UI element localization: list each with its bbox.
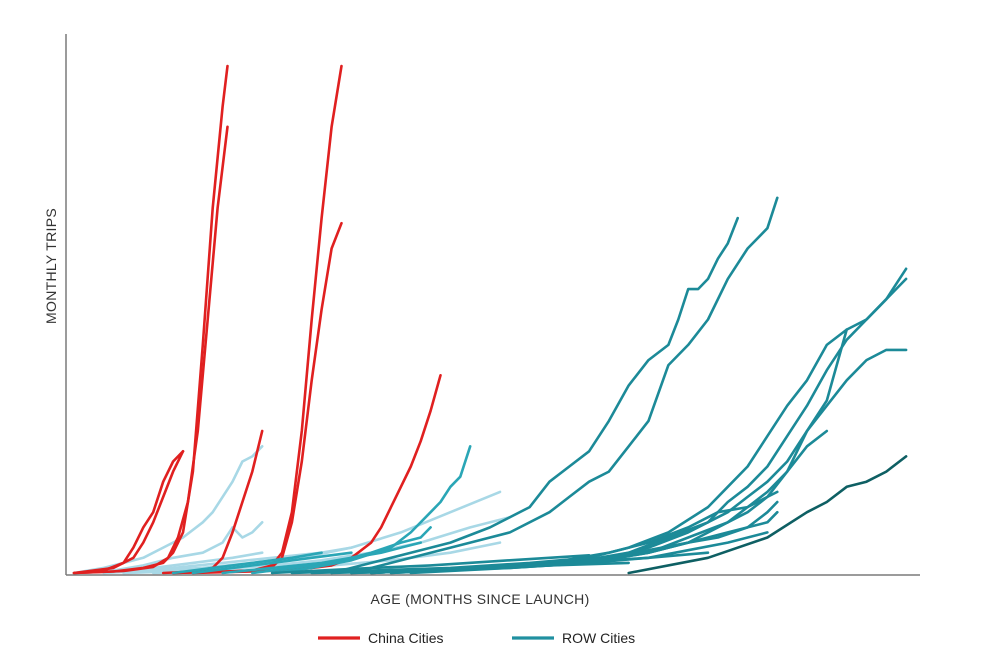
series-line-china-7 xyxy=(191,373,442,575)
series-line-row_light-9 xyxy=(72,520,264,575)
legend-label-1: ROW Cities xyxy=(562,630,635,646)
series-line-row_dark-20 xyxy=(330,216,740,575)
series-line-row_mid-17 xyxy=(221,541,423,575)
series-line-china-0 xyxy=(72,64,229,575)
series-line-china-5 xyxy=(171,64,343,575)
series-layer xyxy=(72,64,908,575)
series-line-china-3 xyxy=(72,449,185,575)
series-line-china-1 xyxy=(72,125,229,575)
series-line-row_dark-21 xyxy=(350,196,779,575)
series-line-row_darkest-35 xyxy=(627,455,908,575)
series-line-row_mid-19 xyxy=(171,551,323,575)
series-line-row_dark-34 xyxy=(270,553,591,575)
y-axis-title: MONTHLY TRIPS xyxy=(43,208,59,324)
series-line-row_mid-16 xyxy=(251,526,432,575)
series-line-row_dark-22 xyxy=(369,277,908,575)
series-line-china-4 xyxy=(161,429,264,575)
x-axis-title: AGE (MONTHS SINCE LAUNCH) xyxy=(370,591,589,607)
series-line-row_dark-33 xyxy=(290,556,591,575)
legend: China Cities ROW Cities xyxy=(318,630,635,646)
legend-label-0: China Cities xyxy=(368,630,443,646)
series-line-row_dark-23 xyxy=(369,267,908,575)
series-line-row_light-8 xyxy=(72,444,264,575)
series-line-row_mid-18 xyxy=(191,551,353,575)
